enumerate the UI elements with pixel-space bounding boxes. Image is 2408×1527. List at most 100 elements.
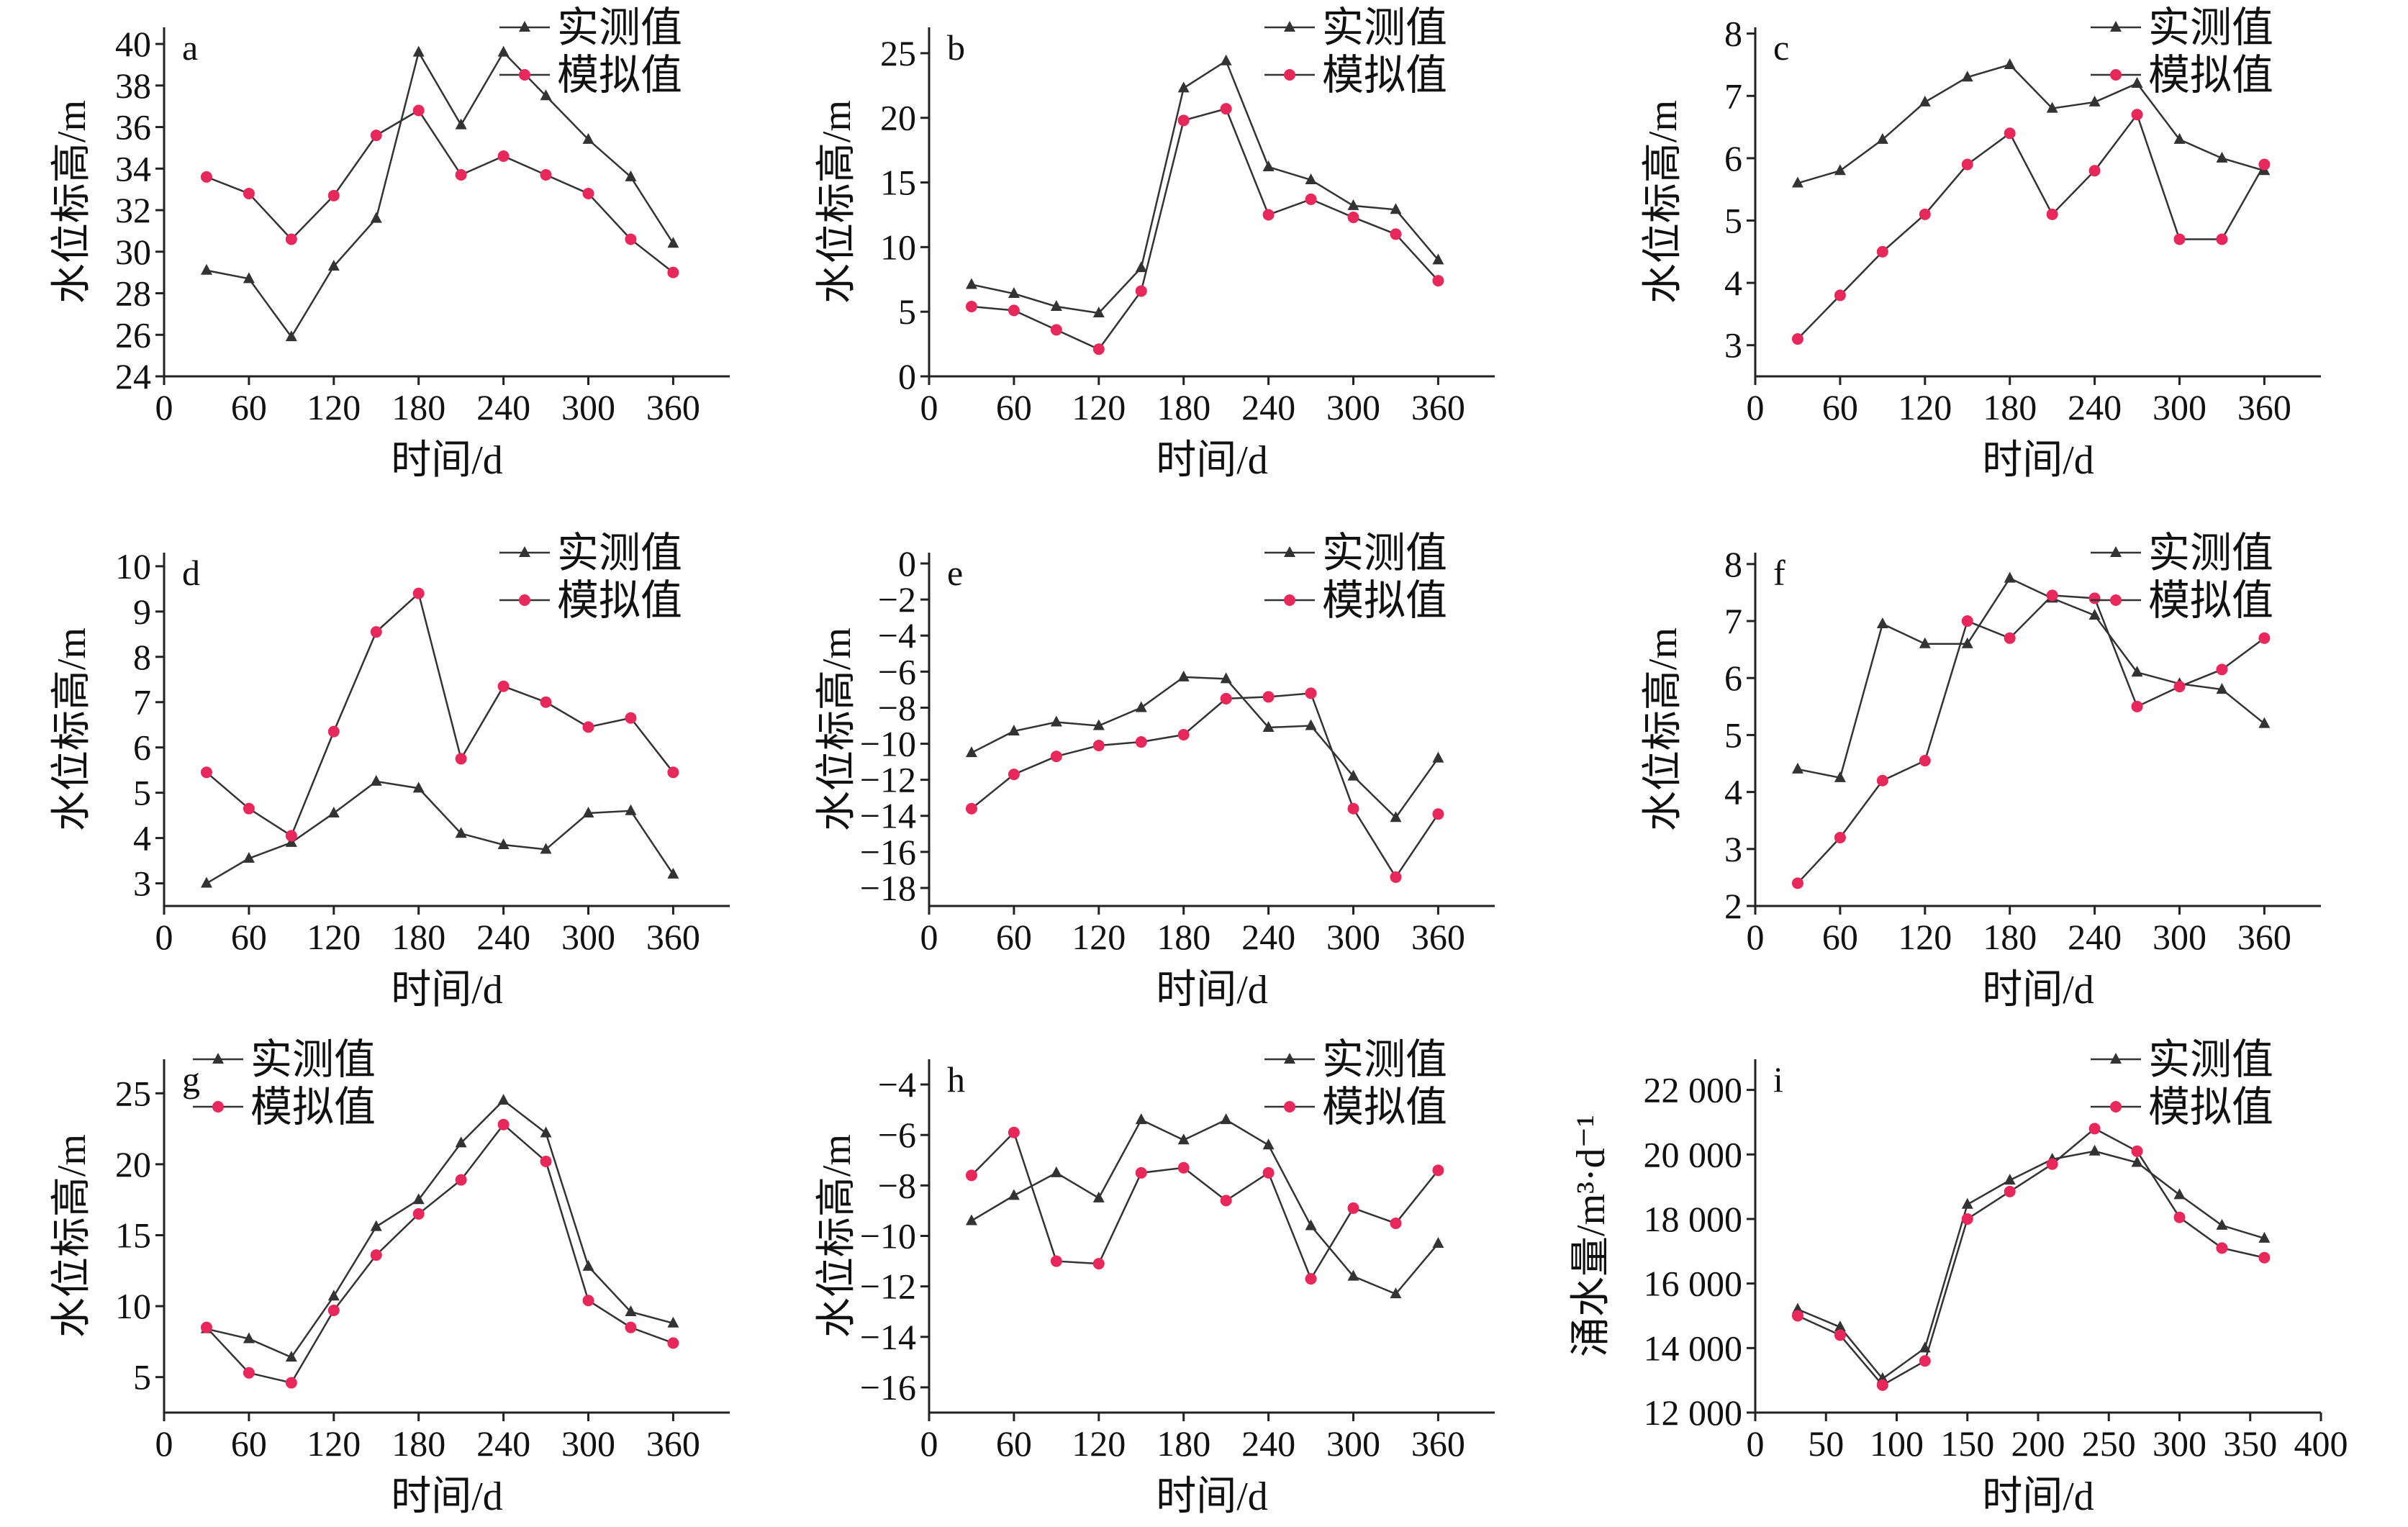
data-point-simulated [1305,687,1317,699]
data-point-simulated [412,587,425,599]
data-point-measured [1220,54,1232,65]
y-axis-label: 水位标高/m [815,100,859,304]
data-point-simulated [1220,692,1232,704]
data-point-simulated [1135,736,1147,748]
legend-label: 实测值 [2148,530,2273,576]
data-point-measured [370,1220,382,1231]
y-tick-label: 5 [1724,715,1742,755]
data-point-simulated [327,725,340,738]
data-point-simulated [2173,233,2186,245]
data-point-measured [540,1126,552,1138]
x-axis-label: 时间/d [391,1474,503,1519]
y-tick-label: −16 [860,832,916,872]
y-tick-label: 20 [115,1144,151,1184]
data-point-simulated [582,187,594,199]
x-tick-label: 120 [307,1423,361,1464]
y-axis-label: 水位标高/m [50,100,94,304]
series-line-1 [206,109,674,273]
x-tick-label: 360 [2237,917,2291,957]
x-tick-label: 240 [476,917,530,957]
panel-h: 0 60 120 180 240 300 360 −4 −6 −8 −10 −12 −14 −16 时间/d… [815,1036,1495,1519]
x-axis-label: 时间/d [391,968,503,1012]
data-point-measured [243,851,255,863]
data-point-simulated [2088,165,2101,177]
data-point-measured [243,272,255,284]
y-tick-label: 3 [1724,829,1742,869]
data-point-simulated [2173,1211,2186,1223]
legend-marker-simulated [2110,1101,2122,1113]
y-tick-label: −18 [860,868,916,908]
y-tick-label: −14 [860,796,916,836]
data-point-measured [1876,132,1888,144]
x-tick-label: 350 [2223,1423,2277,1464]
series-line-1 [971,1130,1439,1281]
data-point-simulated [2258,1251,2271,1264]
y-tick-label: 36 [115,107,151,148]
data-point-measured [1961,71,1973,82]
data-point-simulated [370,130,382,142]
panel-e: 0 60 120 180 240 300 3600−2−4−6−8−10−12−14−16−… [815,530,1495,1012]
data-point-simulated [540,696,552,708]
data-point-measured [1305,173,1317,184]
y-tick-label: 6 [133,728,151,768]
data-point-measured [1135,1113,1147,1125]
y-tick-label: −6 [878,1115,916,1155]
data-point-simulated [497,1118,510,1130]
data-point-measured [582,1259,594,1271]
x-tick-label: 300 [561,387,615,427]
data-point-simulated [455,1174,467,1186]
data-point-simulated [965,802,977,815]
data-point-measured [1347,1269,1359,1281]
data-point-simulated [2046,1158,2058,1170]
x-tick-label: 60 [231,387,267,427]
panel-i: 0 50 100 150 200 250 300 350 400 12 000 14 000 16 0… [1569,1036,2348,1519]
y-axis-label: 水位标高/m [1641,627,1685,831]
y-tick-label: 32 [115,190,151,230]
panel-letter: i [1773,1059,1783,1100]
y-tick-label: −10 [860,1216,916,1256]
data-point-measured [200,263,212,275]
data-point-simulated [1305,193,1317,205]
data-point-measured [625,170,637,181]
y-tick-label: −16 [860,1367,916,1408]
data-point-simulated [1092,1258,1105,1270]
legend-label: 模拟值 [2148,52,2273,99]
y-tick-label: 25 [880,33,916,73]
data-point-simulated [1876,245,1888,258]
y-axis-label: 水位标高/m [815,627,859,831]
data-point-simulated [1347,212,1359,224]
data-point-simulated [1791,333,1803,345]
legend-marker-simulated [2110,594,2122,606]
data-point-measured [965,746,977,758]
data-point-measured [2258,1231,2271,1243]
y-tick-label: 14 000 [1644,1328,1743,1368]
data-point-measured [1347,199,1359,210]
panel-letter: d [182,553,200,593]
data-point-simulated [1262,1166,1275,1179]
data-point-measured [1305,1219,1317,1231]
data-point-measured [2131,76,2143,88]
legend-marker-measured [1284,21,1295,32]
y-tick-label: 8 [1724,544,1742,584]
data-point-simulated [2088,1123,2101,1135]
data-point-measured [1432,1237,1444,1249]
x-tick-label: 180 [1157,387,1210,427]
data-point-simulated [2131,1145,2143,1157]
data-point-measured [625,804,637,815]
data-point-measured [327,259,340,271]
x-tick-label: 120 [1898,917,1952,957]
data-point-measured [1092,1191,1105,1202]
data-point-simulated [1008,1126,1020,1138]
legend-label: 实测值 [1322,4,1447,51]
y-tick-label: −8 [878,1165,916,1205]
data-point-simulated [1092,343,1105,355]
y-tick-label: 3 [133,864,151,904]
data-point-measured [370,212,382,223]
panel-letter: c [1773,27,1789,68]
series-line-1 [971,107,1439,350]
data-point-measured [582,132,594,144]
data-point-simulated [582,1295,594,1307]
x-tick-label: 360 [646,387,700,427]
y-axis-label: 水位标高/m [815,1134,859,1338]
data-point-simulated [2216,233,2228,245]
